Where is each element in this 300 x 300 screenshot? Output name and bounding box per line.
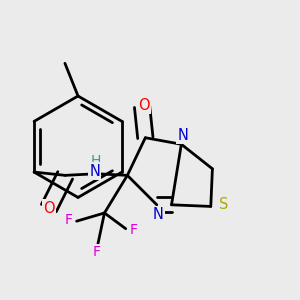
Text: O: O (43, 201, 55, 216)
Text: F: F (92, 245, 100, 259)
Text: S: S (218, 197, 228, 212)
Text: O: O (138, 98, 149, 112)
Text: H: H (91, 154, 101, 168)
Text: N: N (178, 128, 188, 142)
Text: N: N (153, 207, 164, 222)
Text: F: F (64, 212, 73, 226)
Text: N: N (89, 164, 100, 178)
Text: F: F (130, 223, 138, 237)
